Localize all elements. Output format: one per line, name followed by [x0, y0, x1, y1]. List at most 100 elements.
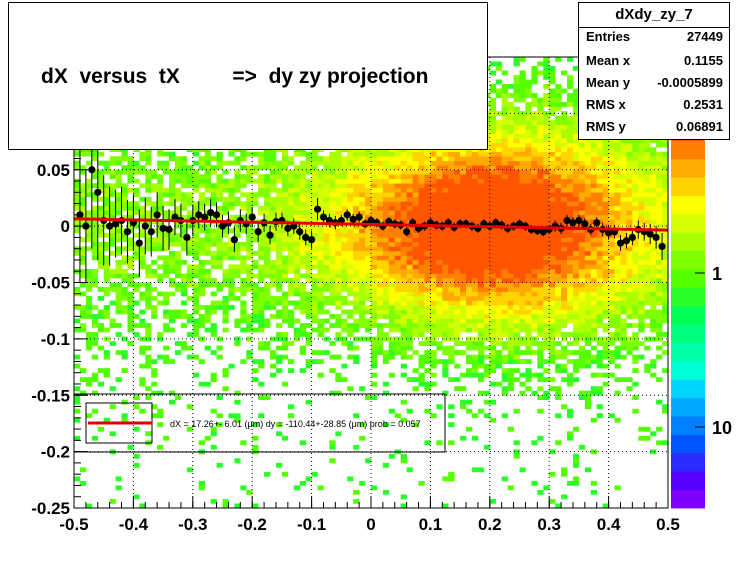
heatmap-cell	[186, 183, 194, 189]
heatmap-cell	[454, 277, 461, 283]
heatmap-cell	[353, 296, 360, 301]
heatmap-cell	[353, 264, 360, 270]
heatmap-cell	[537, 363, 544, 369]
heatmap-cell	[501, 196, 508, 202]
heatmap-cell	[335, 156, 342, 162]
heatmap-cell	[103, 259, 110, 265]
heatmap-cell	[436, 151, 443, 157]
heatmap-cell	[347, 165, 354, 171]
heatmap-cell	[222, 201, 229, 207]
heatmap-cell	[264, 395, 271, 401]
heatmap-cell	[525, 282, 532, 288]
heatmap-cell	[483, 268, 491, 274]
heatmap-cell	[317, 485, 324, 491]
heatmap-cell	[394, 214, 401, 220]
heatmap-cell	[448, 201, 455, 207]
heatmap-cell	[299, 368, 306, 373]
heatmap-cell	[525, 183, 532, 189]
heatmap-cell	[614, 390, 621, 396]
heatmap-cell	[371, 165, 378, 171]
heatmap-cell	[376, 282, 384, 288]
heatmap-cell	[311, 305, 318, 310]
heatmap-cell	[234, 250, 241, 256]
heatmap-cell	[394, 237, 401, 243]
heatmap-cell	[543, 268, 550, 274]
heatmap-cell	[418, 237, 425, 243]
heatmap-cell	[489, 291, 497, 297]
heatmap-cell	[596, 156, 603, 162]
heatmap-cell	[145, 332, 152, 337]
heatmap-cell	[258, 246, 265, 252]
heatmap-cell	[299, 178, 306, 184]
heatmap-cell	[561, 377, 568, 383]
heatmap-cell	[513, 354, 520, 360]
heatmap-cell	[275, 368, 283, 373]
heatmap-cell	[578, 214, 586, 220]
heatmap-cell	[359, 174, 366, 180]
heatmap-cell	[210, 255, 217, 261]
heatmap-cell	[139, 318, 146, 324]
heatmap-cell	[567, 228, 574, 234]
heatmap-cell	[590, 250, 598, 256]
heatmap-cell	[371, 341, 378, 346]
heatmap-cell	[537, 318, 544, 324]
heatmap-cell	[537, 408, 544, 414]
heatmap-cell	[549, 174, 556, 180]
heatmap-cell	[145, 178, 152, 184]
heatmap-cell	[400, 178, 407, 184]
heatmap-cell	[145, 395, 152, 401]
heatmap-cell	[133, 169, 140, 175]
heatmap-cell	[525, 345, 532, 351]
heatmap-cell	[495, 237, 502, 243]
heatmap-cell	[376, 214, 384, 220]
heatmap-cell	[561, 250, 568, 256]
heatmap-cell	[537, 174, 544, 180]
heatmap-cell	[418, 246, 425, 252]
heatmap-cell	[412, 255, 419, 261]
heatmap-cell	[79, 305, 87, 310]
heatmap-cell	[608, 305, 615, 310]
heatmap-cell	[477, 327, 485, 333]
heatmap-cell	[448, 323, 455, 328]
heatmap-cell	[127, 327, 134, 333]
heatmap-cell	[513, 228, 520, 234]
heatmap-cell	[353, 156, 360, 162]
heatmap-cell	[525, 120, 532, 125]
heatmap-cell	[519, 341, 526, 346]
heatmap-cell	[448, 471, 455, 477]
heatmap-cell	[85, 268, 93, 274]
heatmap-cell	[216, 300, 223, 306]
heatmap-cell	[210, 332, 217, 337]
heatmap-cell	[252, 309, 259, 315]
heatmap-cell	[210, 228, 217, 234]
heatmap-cell	[620, 246, 627, 252]
heatmap-cell	[371, 287, 378, 292]
heatmap-cell	[436, 156, 443, 162]
heatmap-cell	[115, 178, 122, 184]
heatmap-cell	[317, 259, 324, 265]
heatmap-cell	[246, 350, 253, 355]
heatmap-cell	[549, 268, 556, 274]
heatmap-cell	[549, 147, 556, 153]
heatmap-cell	[513, 178, 520, 184]
heatmap-cell	[620, 264, 627, 270]
heatmap-cell	[448, 273, 455, 279]
heatmap-cell	[186, 345, 194, 351]
heatmap-cell	[376, 156, 384, 162]
heatmap-cell	[323, 300, 330, 306]
heatmap-cell	[471, 174, 479, 180]
heatmap-cell	[483, 354, 491, 360]
heatmap-cell	[632, 219, 639, 225]
heatmap-cell	[127, 264, 134, 270]
heatmap-cell	[531, 183, 538, 189]
heatmap-cell	[91, 219, 99, 225]
heatmap-cell	[329, 237, 336, 243]
heatmap-cell	[121, 196, 128, 202]
heatmap-cell	[281, 314, 289, 319]
heatmap-cell	[198, 250, 205, 256]
heatmap-cell	[204, 345, 211, 351]
heatmap-cell	[341, 296, 348, 301]
heatmap-cell	[186, 404, 194, 410]
heatmap-cell	[252, 291, 259, 297]
heatmap-cell	[561, 255, 568, 261]
